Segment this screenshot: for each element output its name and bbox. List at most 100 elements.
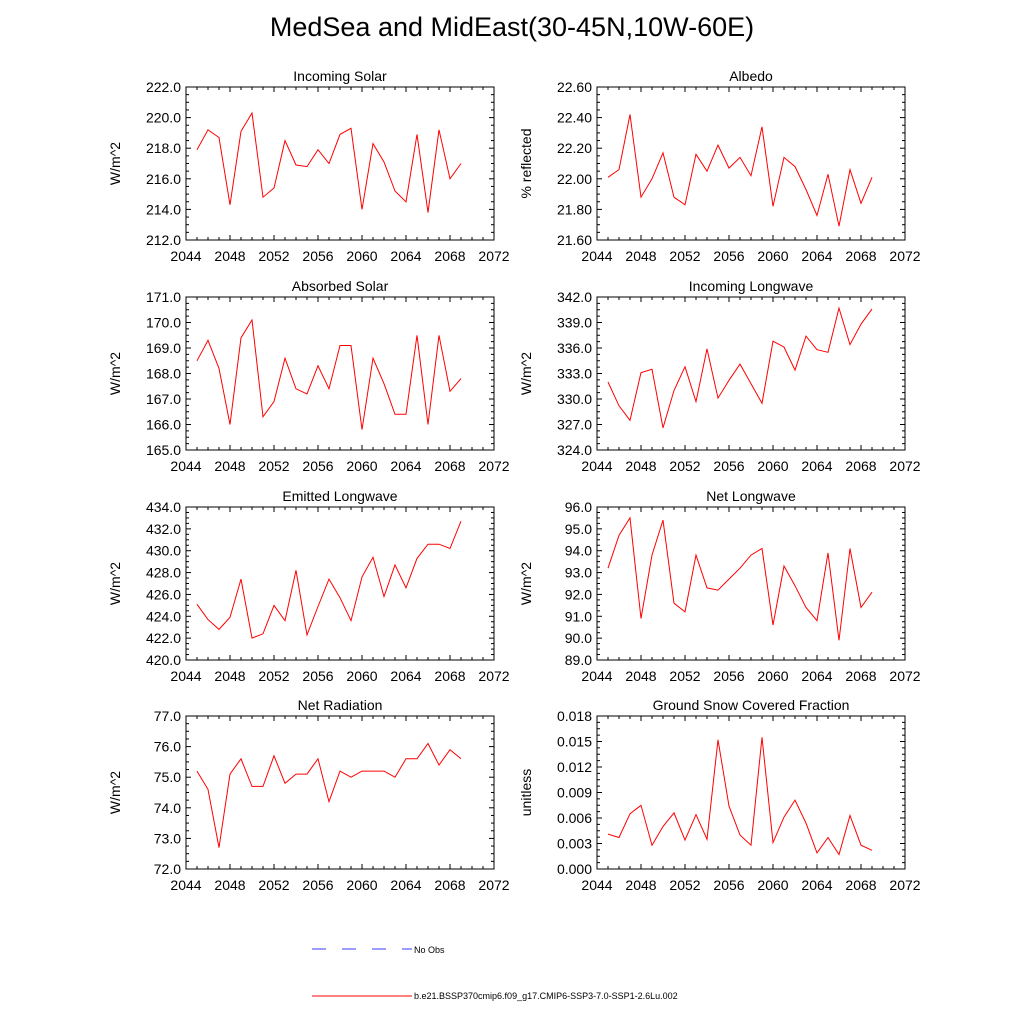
y-tick-label: 434.0	[146, 499, 181, 515]
chart-panel: Emitted Longwave W/m^2 420.0 422.0 424.0 426.…	[107, 488, 510, 684]
y-tick-label: 22.20	[557, 140, 592, 156]
y-tick-label: 333.0	[557, 366, 592, 382]
panel-title: Incoming Longwave	[689, 278, 814, 294]
legend: No Obs b.e21.BSSP370cmip6.f09_g17.CMIP6-…	[312, 945, 678, 1001]
y-tick-label: 424.0	[146, 608, 181, 624]
panel-title: Incoming Solar	[293, 68, 387, 84]
y-tick-label: 170.0	[146, 315, 181, 331]
x-tick-label: 2044	[581, 877, 612, 893]
y-tick-label: 75.0	[154, 769, 181, 785]
y-tick-label: 0.009	[557, 785, 592, 801]
y-tick-label: 0.006	[557, 810, 592, 826]
x-tick-label: 2068	[845, 877, 876, 893]
x-tick-label: 2060	[346, 458, 377, 474]
chart-panel: Incoming Longwave W/m^2 324.0 327.0 330.0 333…	[518, 278, 921, 474]
y-tick-label: 73.0	[154, 830, 181, 846]
x-tick-label: 2048	[625, 877, 656, 893]
y-tick-label: 0.018	[557, 708, 592, 724]
x-tick-label: 2072	[889, 877, 920, 893]
x-tick-label: 2056	[713, 877, 744, 893]
plot-frame	[185, 715, 495, 870]
x-tick-label: 2056	[302, 877, 333, 893]
x-tick-label: 2044	[581, 668, 612, 684]
legend-label-no-obs: No Obs	[414, 945, 445, 955]
x-tick-label: 2072	[478, 248, 509, 264]
panel-title: Net Radiation	[298, 697, 383, 713]
y-tick-label: 342.0	[557, 289, 592, 305]
y-tick-label: 94.0	[565, 543, 592, 559]
figure-title: MedSea and MidEast(30-45N,10W-60E)	[269, 12, 755, 42]
y-axis-label: W/m^2	[518, 562, 534, 605]
x-tick-label: 2072	[478, 668, 509, 684]
y-axis-label: W/m^2	[107, 142, 123, 185]
y-tick-label: 171.0	[146, 289, 181, 305]
x-tick-label: 2052	[258, 877, 289, 893]
y-tick-label: 169.0	[146, 340, 181, 356]
x-tick-label: 2044	[581, 248, 612, 264]
y-tick-label: 89.0	[565, 652, 592, 668]
y-axis-label: W/m^2	[107, 562, 123, 605]
x-tick-label: 2060	[346, 248, 377, 264]
plot-frame	[596, 506, 906, 661]
x-tick-label: 2060	[757, 877, 788, 893]
y-tick-label: 218.0	[146, 140, 181, 156]
y-tick-label: 428.0	[146, 565, 181, 581]
y-tick-label: 90.0	[565, 630, 592, 646]
y-tick-label: 167.0	[146, 391, 181, 407]
plot-frame	[185, 506, 495, 661]
x-tick-label: 2068	[434, 668, 465, 684]
x-tick-label: 2048	[625, 248, 656, 264]
panel-title: Net Longwave	[706, 488, 796, 504]
x-tick-label: 2068	[434, 248, 465, 264]
y-tick-label: 327.0	[557, 417, 592, 433]
x-tick-label: 2060	[346, 668, 377, 684]
x-tick-label: 2044	[170, 458, 201, 474]
y-tick-label: 220.0	[146, 110, 181, 126]
x-tick-label: 2068	[434, 877, 465, 893]
y-axis-label: % reflected	[518, 128, 534, 198]
x-tick-label: 2048	[214, 248, 245, 264]
x-tick-label: 2068	[845, 248, 876, 264]
chart-panel: Incoming Solar W/m^2 212.0 214.0 216.0 218.0 2…	[107, 68, 510, 264]
y-tick-label: 336.0	[557, 340, 592, 356]
y-tick-label: 72.0	[154, 861, 181, 877]
x-tick-label: 2056	[302, 458, 333, 474]
x-tick-label: 2056	[713, 458, 744, 474]
y-axis-label: W/m^2	[107, 771, 123, 814]
x-tick-label: 2048	[625, 458, 656, 474]
y-tick-label: 430.0	[146, 543, 181, 559]
y-tick-label: 93.0	[565, 565, 592, 581]
x-tick-label: 2052	[669, 248, 700, 264]
y-tick-label: 324.0	[557, 442, 592, 458]
x-tick-label: 2048	[625, 668, 656, 684]
y-tick-label: 222.0	[146, 79, 181, 95]
y-tick-label: 166.0	[146, 417, 181, 433]
y-tick-label: 165.0	[146, 442, 181, 458]
chart-panel: Net Longwave W/m^2 89.0 90.0 91.0 92.0 93.0 94.…	[518, 488, 921, 684]
panel-title: Ground Snow Covered Fraction	[653, 697, 850, 713]
x-tick-label: 2044	[581, 458, 612, 474]
x-tick-label: 2060	[757, 668, 788, 684]
plot-frame	[596, 296, 906, 451]
x-tick-label: 2052	[258, 458, 289, 474]
chart-panels: Incoming Solar W/m^2 212.0 214.0 216.0 218.0 2…	[107, 68, 921, 893]
x-tick-label: 2056	[302, 668, 333, 684]
x-tick-label: 2052	[669, 458, 700, 474]
x-tick-label: 2052	[258, 248, 289, 264]
plot-frame	[185, 86, 495, 241]
x-tick-label: 2072	[478, 877, 509, 893]
x-tick-label: 2064	[801, 668, 832, 684]
x-tick-label: 2056	[713, 248, 744, 264]
y-tick-label: 339.0	[557, 315, 592, 331]
x-tick-label: 2064	[801, 877, 832, 893]
series-line	[607, 516, 873, 641]
series-line	[607, 306, 873, 429]
y-tick-label: 74.0	[154, 800, 181, 816]
y-tick-label: 22.40	[557, 110, 592, 126]
panel-title: Emitted Longwave	[282, 488, 397, 504]
x-tick-label: 2068	[845, 668, 876, 684]
x-tick-label: 2056	[713, 668, 744, 684]
y-tick-label: 168.0	[146, 366, 181, 382]
y-axis-label: W/m^2	[107, 352, 123, 395]
